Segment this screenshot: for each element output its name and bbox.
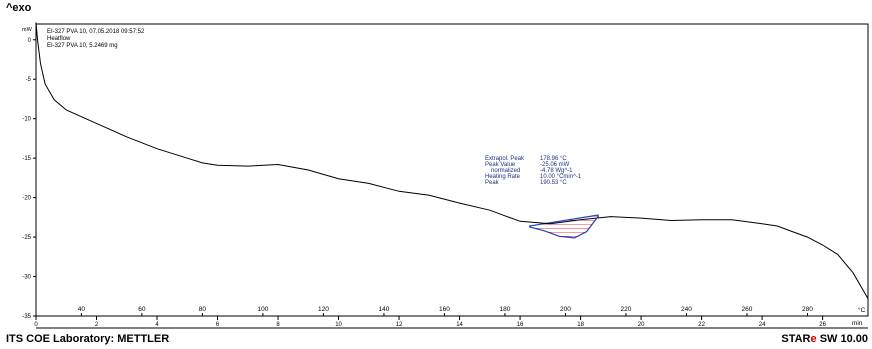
annotation-label-5: Peak (485, 180, 500, 186)
y-tick-label: 0 (28, 38, 32, 44)
temperature-tick-label: 200 (560, 306, 571, 313)
temperature-unit: °C (858, 306, 866, 314)
temperature-tick-label: 120 (318, 306, 329, 313)
time-tick-label: 20 (638, 322, 645, 328)
y-tick-label: -5 (26, 77, 32, 83)
annotation-label-4: Heating Rate (485, 174, 521, 180)
y-tick-label: -25 (22, 235, 31, 241)
annotation-value-5: 190.53 °C (540, 180, 567, 186)
lab-footer: ITS COE Laboratory: METTLER (6, 333, 170, 345)
time-tick-label: 8 (276, 322, 280, 328)
temperature-tick-label: 160 (439, 306, 450, 313)
software-footer: STARe SW 10.00 (781, 333, 868, 345)
y-tick-label: -10 (22, 117, 31, 123)
y-tick-label: -15 (22, 156, 31, 162)
time-tick-label: 26 (819, 322, 826, 328)
info-line-1: EI-327 PVA 10, 07.05.2018 09:57:52 (47, 29, 145, 35)
time-tick-label: 18 (577, 322, 584, 328)
annotation-label-2: Peak Value (485, 162, 516, 168)
time-tick-label: 16 (517, 322, 524, 328)
peak-baseline (529, 214, 599, 227)
software-name: STAR (781, 333, 811, 345)
y-tick-label: -35 (22, 314, 31, 320)
time-tick-label: 24 (759, 322, 766, 328)
temperature-tick-label: 40 (78, 306, 86, 313)
temperature-tick-label: 80 (199, 306, 207, 313)
temperature-tick-label: 240 (681, 306, 692, 313)
temperature-tick-label: 180 (500, 306, 511, 313)
info-line-3: EI-327 PVA 10, 5.2469 mg (47, 43, 118, 49)
temperature-tick-label: 100 (257, 306, 268, 313)
annotation-label-1: Extrapol. Peak (485, 156, 525, 162)
temperature-tick-label: 140 (378, 306, 389, 313)
annotation-label-3: normalized (491, 168, 520, 174)
temperature-tick-label: 280 (802, 306, 813, 313)
software-version: SW 10.00 (816, 333, 868, 345)
y-tick-label: -20 (22, 196, 31, 202)
annotation-value-2: -25.06 mW (540, 162, 570, 168)
time-tick-label: 0 (34, 322, 38, 328)
peak-curve-highlight (528, 215, 600, 239)
time-tick-label: 2 (95, 322, 99, 328)
temperature-tick-label: 60 (138, 306, 146, 313)
plot-frame (35, 23, 869, 317)
y-tick-label: -30 (22, 275, 31, 281)
time-unit: min (852, 320, 863, 327)
exo-direction-label: ^exo (6, 2, 32, 14)
time-tick-label: 10 (335, 322, 342, 328)
info-line-2: Heatflow (47, 36, 71, 42)
peak-integration-area (529, 215, 599, 238)
time-tick-label: 6 (216, 322, 220, 328)
annotation-value-1: 178.96 °C (540, 156, 567, 162)
y-axis-unit: mW (22, 27, 33, 33)
annotation-value-3: -4.78 Wg^-1 (540, 168, 573, 174)
temperature-tick-label: 220 (621, 306, 632, 313)
time-tick-label: 4 (155, 322, 159, 328)
sample-info: EI-327 PVA 10, 07.05.2018 09:57:52 Heatf… (47, 29, 145, 49)
annotation-value-4: 10.00 °Cmin^-1 (540, 174, 582, 180)
peak-annotation: Extrapol. Peak Peak Value normalized Hea… (485, 156, 582, 186)
temperature-tick-label: 260 (742, 306, 753, 313)
time-tick-label: 14 (456, 322, 463, 328)
heatflow-curve (35, 22, 869, 299)
software-mark: e (810, 333, 817, 345)
time-tick-label: 22 (698, 322, 705, 328)
time-tick-label: 12 (396, 322, 403, 328)
